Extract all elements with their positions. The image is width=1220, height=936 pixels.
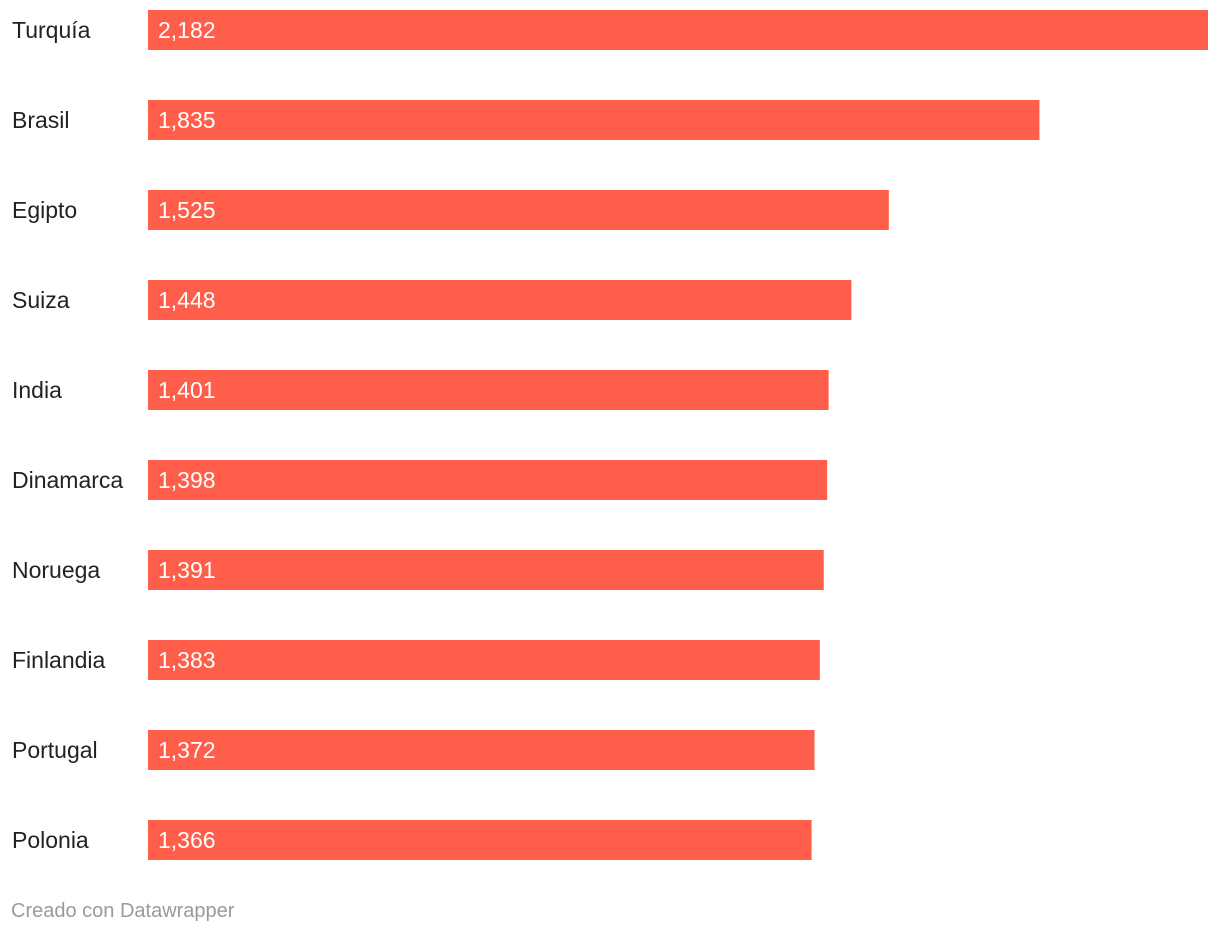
value-label: 1,525 [158,197,216,223]
category-label: Noruega [12,557,100,583]
value-label: 1,448 [158,287,216,313]
value-label: 1,398 [158,467,216,493]
bar [148,730,815,770]
bar [148,280,852,320]
bar [148,640,820,680]
bar [148,460,828,500]
datawrapper-credit: Creado con Datawrapper [11,900,235,922]
bar [148,190,889,230]
bar [148,100,1040,140]
category-label: Dinamarca [12,467,123,493]
category-label: Egipto [12,197,77,223]
value-label: 1,383 [158,647,216,673]
category-label: Polonia [12,827,89,853]
category-label: Finlandia [12,647,106,673]
category-label: Turquía [12,17,91,43]
bar [148,820,812,860]
bar [148,370,829,410]
value-label: 1,401 [158,377,216,403]
value-label: 1,835 [158,107,216,133]
bar [148,10,1208,50]
value-label: 1,391 [158,557,216,583]
bar-chart: Turquía 2,182 Brasil 1,835 Egipto 1,525 Suiza 1… [12,10,1208,860]
category-label: India [12,377,62,403]
bar [148,550,824,590]
category-label: Suiza [12,287,70,313]
category-label: Portugal [12,737,98,763]
category-label: Brasil [12,107,70,133]
value-label: 1,372 [158,737,216,763]
value-label: 1,366 [158,827,216,853]
value-label: 2,182 [158,17,216,43]
